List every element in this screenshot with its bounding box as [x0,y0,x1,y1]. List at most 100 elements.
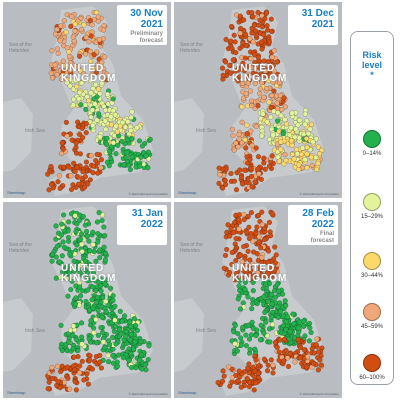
forecast-site-dot[interactable] [93,157,99,164]
forecast-site-dot[interactable] [48,163,54,170]
forecast-site-dot[interactable] [99,59,105,65]
forecast-site-dot[interactable] [90,229,96,235]
forecast-site-dot[interactable] [102,250,109,257]
forecast-site-dot[interactable] [61,244,67,250]
forecast-site-dot[interactable] [259,209,265,215]
forecast-site-dot[interactable] [245,322,252,328]
forecast-site-dot[interactable] [138,154,144,160]
forecast-site-dot[interactable] [67,270,73,276]
forecast-site-dot[interactable] [124,149,130,156]
forecast-site-dot[interactable] [86,357,93,363]
forecast-site-dot[interactable] [117,308,123,315]
forecast-site-dot[interactable] [146,343,152,349]
forecast-site-dot[interactable] [113,123,119,129]
forecast-site-dot[interactable] [98,324,104,331]
forecast-site-dot[interactable] [229,249,235,256]
forecast-site-dot[interactable] [130,346,137,352]
forecast-site-dot[interactable] [55,378,61,385]
forecast-site-dot[interactable] [241,167,248,173]
forecast-site-dot[interactable] [110,108,116,114]
forecast-site-dot[interactable] [275,314,281,321]
forecast-site-dot[interactable] [225,364,232,370]
forecast-site-dot[interactable] [307,126,313,132]
forecast-site-dot[interactable] [253,333,259,339]
forecast-site-dot[interactable] [255,103,261,109]
forecast-site-dot[interactable] [80,213,86,220]
forecast-site-dot[interactable] [258,245,264,251]
forecast-site-dot[interactable] [80,134,86,141]
forecast-site-dot[interactable] [250,279,256,286]
forecast-site-dot[interactable] [103,71,110,77]
forecast-site-dot[interactable] [70,96,77,103]
forecast-site-dot[interactable] [227,62,233,69]
forecast-site-dot[interactable] [238,335,244,341]
forecast-site-dot[interactable] [75,347,81,354]
forecast-site-dot[interactable] [237,306,244,312]
forecast-site-dot[interactable] [287,328,293,335]
forecast-site-dot[interactable] [219,378,226,384]
forecast-site-dot[interactable] [99,80,105,86]
forecast-site-dot[interactable] [265,59,271,65]
forecast-site-dot[interactable] [99,212,106,218]
forecast-site-dot[interactable] [237,25,244,32]
forecast-site-dot[interactable] [244,375,250,382]
forecast-site-dot[interactable] [239,119,245,125]
forecast-site-dot[interactable] [101,54,108,60]
forecast-site-dot[interactable] [235,378,241,384]
forecast-site-dot[interactable] [233,257,239,264]
forecast-site-dot[interactable] [82,258,89,264]
forecast-site-dot[interactable] [224,246,230,253]
forecast-site-dot[interactable] [240,60,246,66]
forecast-site-dot[interactable] [219,65,226,71]
forecast-site-dot[interactable] [92,82,99,88]
forecast-site-dot[interactable] [275,154,281,160]
forecast-site-dot[interactable] [70,346,76,352]
forecast-site-dot[interactable] [58,23,64,29]
forecast-site-dot[interactable] [295,122,301,128]
forecast-site-dot[interactable] [138,352,145,358]
forecast-site-dot[interactable] [248,128,254,134]
forecast-site-dot[interactable] [100,294,106,301]
forecast-site-dot[interactable] [242,55,249,61]
forecast-site-dot[interactable] [129,136,135,142]
forecast-site-dot[interactable] [287,351,293,357]
forecast-site-dot[interactable] [261,330,267,336]
forecast-site-dot[interactable] [266,136,273,143]
forecast-site-dot[interactable] [46,379,52,385]
forecast-site-dot[interactable] [253,357,259,363]
forecast-site-dot[interactable] [227,233,233,239]
forecast-site-dot[interactable] [253,230,259,236]
forecast-site-dot[interactable] [45,386,51,392]
forecast-site-dot[interactable] [145,356,151,363]
forecast-site-dot[interactable] [67,251,73,257]
forecast-site-dot[interactable] [79,287,85,294]
forecast-site-dot[interactable] [261,294,267,300]
forecast-site-dot[interactable] [235,144,241,150]
forecast-site-dot[interactable] [291,321,297,327]
forecast-site-dot[interactable] [88,78,94,84]
forecast-site-dot[interactable] [267,339,273,345]
forecast-site-dot[interactable] [261,236,268,243]
forecast-site-dot[interactable] [292,134,298,140]
forecast-site-dot[interactable] [296,162,302,168]
forecast-site-dot[interactable] [216,180,222,187]
forecast-site-dot[interactable] [245,213,251,220]
forecast-site-dot[interactable] [99,329,106,336]
forecast-site-dot[interactable] [242,279,249,286]
forecast-site-dot[interactable] [100,27,107,33]
forecast-site-dot[interactable] [246,336,253,342]
forecast-site-dot[interactable] [257,337,264,343]
forecast-site-dot[interactable] [58,76,65,82]
forecast-site-dot[interactable] [255,270,261,276]
forecast-site-dot[interactable] [95,332,102,339]
forecast-site-dot[interactable] [108,114,114,120]
forecast-site-dot[interactable] [237,278,243,284]
forecast-site-dot[interactable] [275,71,281,77]
forecast-site-dot[interactable] [244,131,250,137]
forecast-site-dot[interactable] [231,178,238,184]
forecast-site-dot[interactable] [83,130,89,136]
forecast-site-dot[interactable] [278,146,284,152]
map-panel-dec-2021[interactable]: 31 Dec 2021 UNITED KINGDOM Sea of the He… [174,2,342,198]
forecast-site-dot[interactable] [236,67,242,73]
forecast-site-dot[interactable] [55,179,61,185]
